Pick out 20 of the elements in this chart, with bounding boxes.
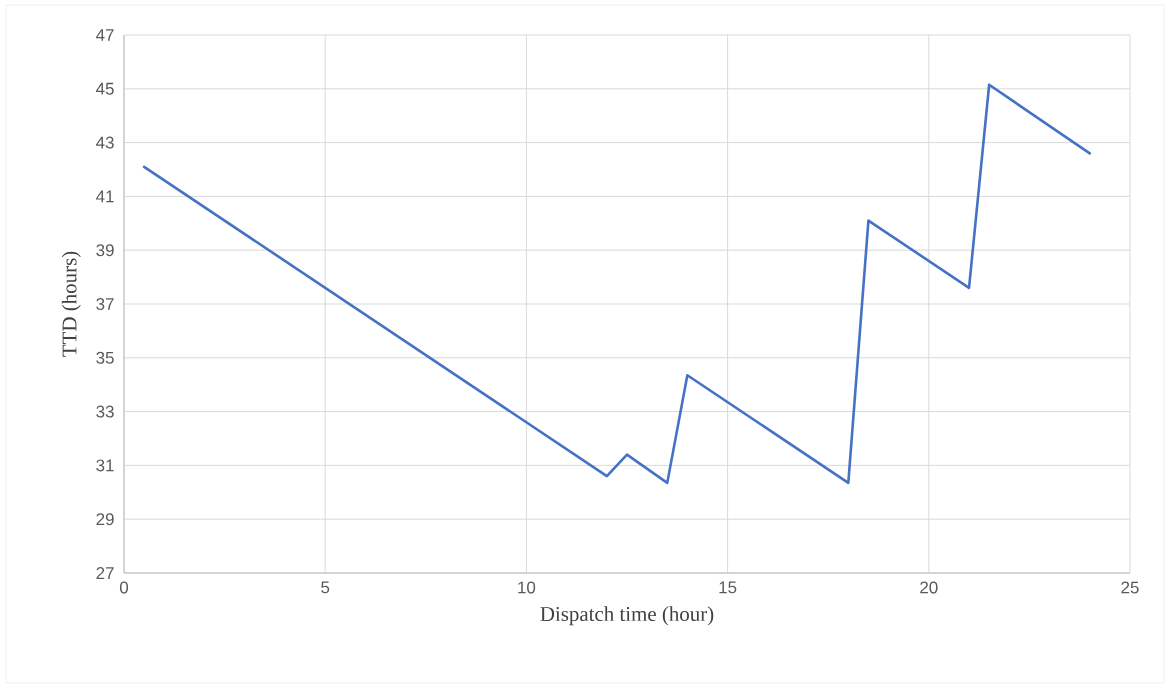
y-tick-label: 27 <box>96 567 114 579</box>
y-tick-label: 33 <box>96 405 114 418</box>
y-tick-label: 39 <box>96 244 114 257</box>
x-axis-title: Dispatch time (hour) <box>540 606 714 626</box>
y-tick-label: 47 <box>96 29 114 41</box>
y-tick-label: 35 <box>96 351 114 364</box>
y-tick-label: 45 <box>96 82 114 95</box>
x-tick-label: 20 <box>920 581 938 594</box>
line-series <box>142 83 1092 485</box>
y-tick-label: 41 <box>96 190 114 203</box>
x-tick-label: 25 <box>1121 581 1139 594</box>
y-tick-label: 31 <box>96 459 114 472</box>
x-tick-label: 0 <box>119 581 129 594</box>
y-tick-label: 29 <box>96 513 114 526</box>
x-tick-label: 5 <box>321 581 330 594</box>
x-tick-label: 10 <box>518 581 536 594</box>
y-tick-label: 43 <box>96 136 114 149</box>
x-tick-label: 15 <box>719 581 737 594</box>
y-tick-label: 37 <box>96 297 114 310</box>
y-axis-title: TTD (hours) <box>61 251 81 357</box>
